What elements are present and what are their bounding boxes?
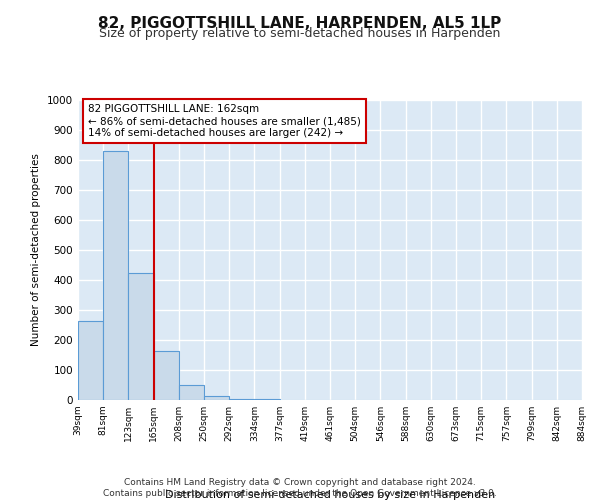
Bar <box>103 151 128 400</box>
Bar <box>229 398 254 400</box>
Bar <box>154 350 179 400</box>
Bar <box>179 385 204 400</box>
Text: Size of property relative to semi-detached houses in Harpenden: Size of property relative to semi-detach… <box>100 26 500 40</box>
Bar <box>128 272 154 400</box>
Text: 82, PIGGOTTSHILL LANE, HARPENDEN, AL5 1LP: 82, PIGGOTTSHILL LANE, HARPENDEN, AL5 1L… <box>98 16 502 31</box>
Text: 82 PIGGOTTSHILL LANE: 162sqm
← 86% of semi-detached houses are smaller (1,485)
1: 82 PIGGOTTSHILL LANE: 162sqm ← 86% of se… <box>88 104 361 138</box>
X-axis label: Distribution of semi-detached houses by size in Harpenden: Distribution of semi-detached houses by … <box>165 490 495 500</box>
Text: Contains HM Land Registry data © Crown copyright and database right 2024.
Contai: Contains HM Land Registry data © Crown c… <box>103 478 497 498</box>
Bar <box>78 320 103 400</box>
Bar <box>204 396 229 400</box>
Y-axis label: Number of semi-detached properties: Number of semi-detached properties <box>31 154 41 346</box>
